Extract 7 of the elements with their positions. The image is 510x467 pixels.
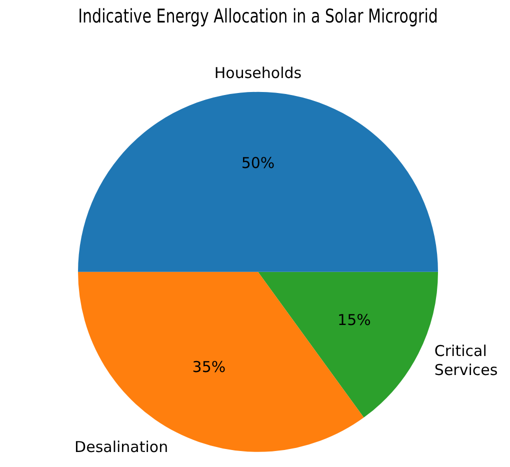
slice-label: Households [214, 64, 302, 82]
data-label: 15% [338, 310, 371, 329]
data-label: 35% [192, 358, 226, 376]
slice-label: Critical Services [434, 342, 498, 380]
chart-title: Indicative Energy Allocation in a Solar Microgrid [78, 6, 438, 28]
data-label: 50% [241, 154, 275, 172]
slice-label: Desalination [74, 438, 168, 456]
